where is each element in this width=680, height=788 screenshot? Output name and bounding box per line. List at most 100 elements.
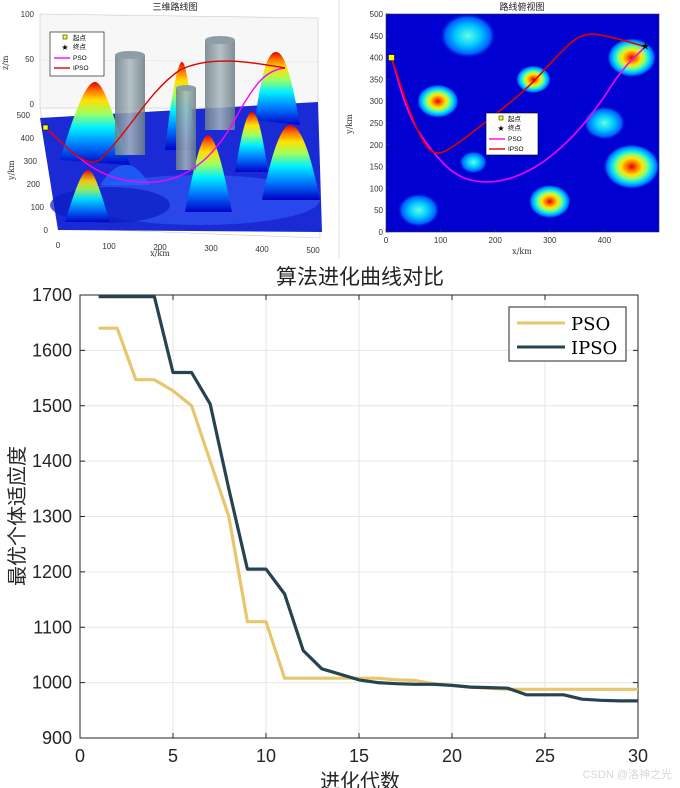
surface-plot-title: 三维路线图 — [152, 1, 197, 13]
x-tick-label: 0 — [75, 746, 85, 766]
heatmap-end-marker: ★ — [641, 42, 650, 53]
surface-ipso-path — [45, 60, 286, 163]
heatmap-peak — [416, 84, 460, 119]
legend-label: 终点 — [73, 42, 87, 51]
heatmap-peak — [583, 105, 626, 141]
z-tick-label: 50 — [25, 55, 34, 64]
x-tick-label: 100 — [434, 236, 448, 245]
legend-start-swatch — [498, 115, 504, 121]
heatmap-x-axis-label: x/km — [512, 247, 532, 256]
heatmap-start-marker — [388, 54, 395, 61]
y-tick-label: 250 — [370, 119, 384, 128]
heatmap-peaks — [397, 14, 659, 228]
heatmap-axes: 0 100 200 300 400 0 50 100 150 200 250 300 350 400 450… — [370, 10, 660, 245]
legend-end-swatch: ★ — [61, 43, 68, 52]
y-tick-label: 450 — [370, 32, 384, 41]
y-tick-label: 1400 — [32, 451, 72, 471]
legend-label: IPSO — [508, 146, 524, 153]
x-tick-label: 400 — [255, 245, 269, 254]
series-line-pso — [98, 326, 638, 691]
y-tick-label: 100 — [31, 203, 45, 212]
series-line-ipso — [98, 295, 638, 703]
y-axis-label: y/km — [7, 160, 16, 181]
terrain-hill — [60, 82, 130, 165]
x-tick-label: 20 — [442, 746, 462, 766]
z-tick-label: 100 — [21, 10, 35, 19]
y-tick-label: 150 — [370, 163, 384, 172]
legend-label: 终点 — [508, 123, 522, 132]
y-tick-label: 50 — [374, 206, 383, 215]
surface-axis-labels: 0 50 100 z/m 500 400 300 200 100 0 y/km … — [1, 10, 320, 258]
y-tick-label: 1700 — [32, 285, 72, 305]
y-tick-label: 900 — [42, 728, 72, 748]
terrain-hill — [185, 135, 232, 212]
x-tick-label: 10 — [256, 746, 276, 766]
obstacle-cylinder — [115, 51, 145, 155]
y-tick-label: 300 — [370, 97, 384, 106]
x-tick-label: 15 — [349, 746, 369, 766]
x-tick-label: 30 — [628, 746, 648, 766]
y-tick-label: 400 — [21, 134, 35, 143]
surface-plot-panel: 三维路线图 — [0, 0, 338, 258]
legend-pso-label: PSO — [571, 314, 610, 335]
y-tick-label: 200 — [370, 141, 384, 150]
x-tick-label: 300 — [543, 236, 557, 245]
y-tick-label: 1300 — [32, 507, 72, 527]
x-tick-label: 500 — [306, 246, 320, 255]
heatmap-peak — [528, 184, 572, 219]
y-tick-label: 1100 — [33, 617, 72, 637]
evolution-legend-box — [508, 306, 627, 362]
x-tick-label: 25 — [535, 746, 555, 766]
x-tick-label: 100 — [102, 242, 116, 251]
evolution-legend: PSO IPSO — [508, 306, 627, 362]
surface-pso-path — [45, 67, 286, 183]
legend-label: 起点 — [73, 34, 87, 42]
y-tick-label: 400 — [370, 54, 384, 63]
heatmap-peak — [397, 193, 441, 228]
legend-label: 起点 — [508, 115, 522, 123]
evolution-axes: 0 5 10 15 20 25 30 900 1000 1100 1200 1300 1400 1500 1… — [32, 285, 648, 766]
surface-legend: 起点 ★ 终点 PSO IPSO — [49, 31, 105, 77]
y-tick-label: 350 — [370, 75, 384, 84]
x-tick-label: 200 — [153, 243, 167, 252]
obstacle-cylinder — [176, 85, 196, 170]
x-tick-label: 300 — [204, 244, 218, 253]
heatmap-legend: 起点 ★ 终点 PSO IPSO — [485, 112, 539, 156]
terrain-hill — [262, 125, 320, 200]
terrain-hill — [255, 52, 300, 125]
terrain-hill — [235, 112, 268, 172]
evolution-x-axis-label: 进化代数 — [320, 769, 400, 788]
x-tick-label: 0 — [56, 241, 61, 250]
heatmap-peak — [603, 143, 659, 190]
y-tick-label: 1200 — [32, 562, 72, 582]
x-axis-label: x/km — [150, 249, 170, 258]
y-tick-label: 200 — [27, 180, 41, 189]
y-tick-label: 300 — [24, 157, 38, 166]
evolution-chart-title: 算法进化曲线对比 — [276, 265, 444, 289]
x-tick-label: 400 — [598, 236, 612, 245]
y-tick-label: 1500 — [32, 396, 72, 416]
y-tick-label: 1000 — [32, 673, 72, 693]
y-tick-label: 0 — [44, 226, 49, 235]
terrain-hill — [100, 165, 150, 185]
y-tick-label: 1600 — [32, 340, 72, 360]
heatmap-peak — [439, 14, 497, 59]
evolution-chart-panel: 算法进化曲线对比 0 5 10 15 20 25 30 900 1000 1100 1200 1300… — [0, 258, 680, 788]
x-tick-label: 0 — [384, 236, 389, 245]
legend-label: PSO — [73, 55, 87, 62]
heatmap-peak — [515, 65, 552, 94]
legend-ipso-label: IPSO — [571, 338, 617, 359]
x-tick-label: 200 — [489, 236, 503, 245]
watermark: CSDN @洛神之光 — [582, 769, 672, 781]
obstacle-cylinder — [205, 36, 235, 130]
heatmap-y-axis-label: y/km — [345, 114, 354, 135]
evolution-y-axis-label: 最优个体适应度 — [5, 446, 29, 586]
heatmap-peak — [459, 150, 488, 174]
heatmap-pso-path — [390, 46, 646, 183]
heatmap-panel: 路线俯视图 ★ 0 100 200 300 400 0 50 100 150 200 250 300 3… — [340, 0, 680, 258]
legend-label: PSO — [508, 136, 522, 143]
y-tick-label: 100 — [370, 184, 384, 193]
y-tick-label: 0 — [379, 228, 384, 237]
heatmap-title: 路线俯视图 — [499, 1, 544, 13]
